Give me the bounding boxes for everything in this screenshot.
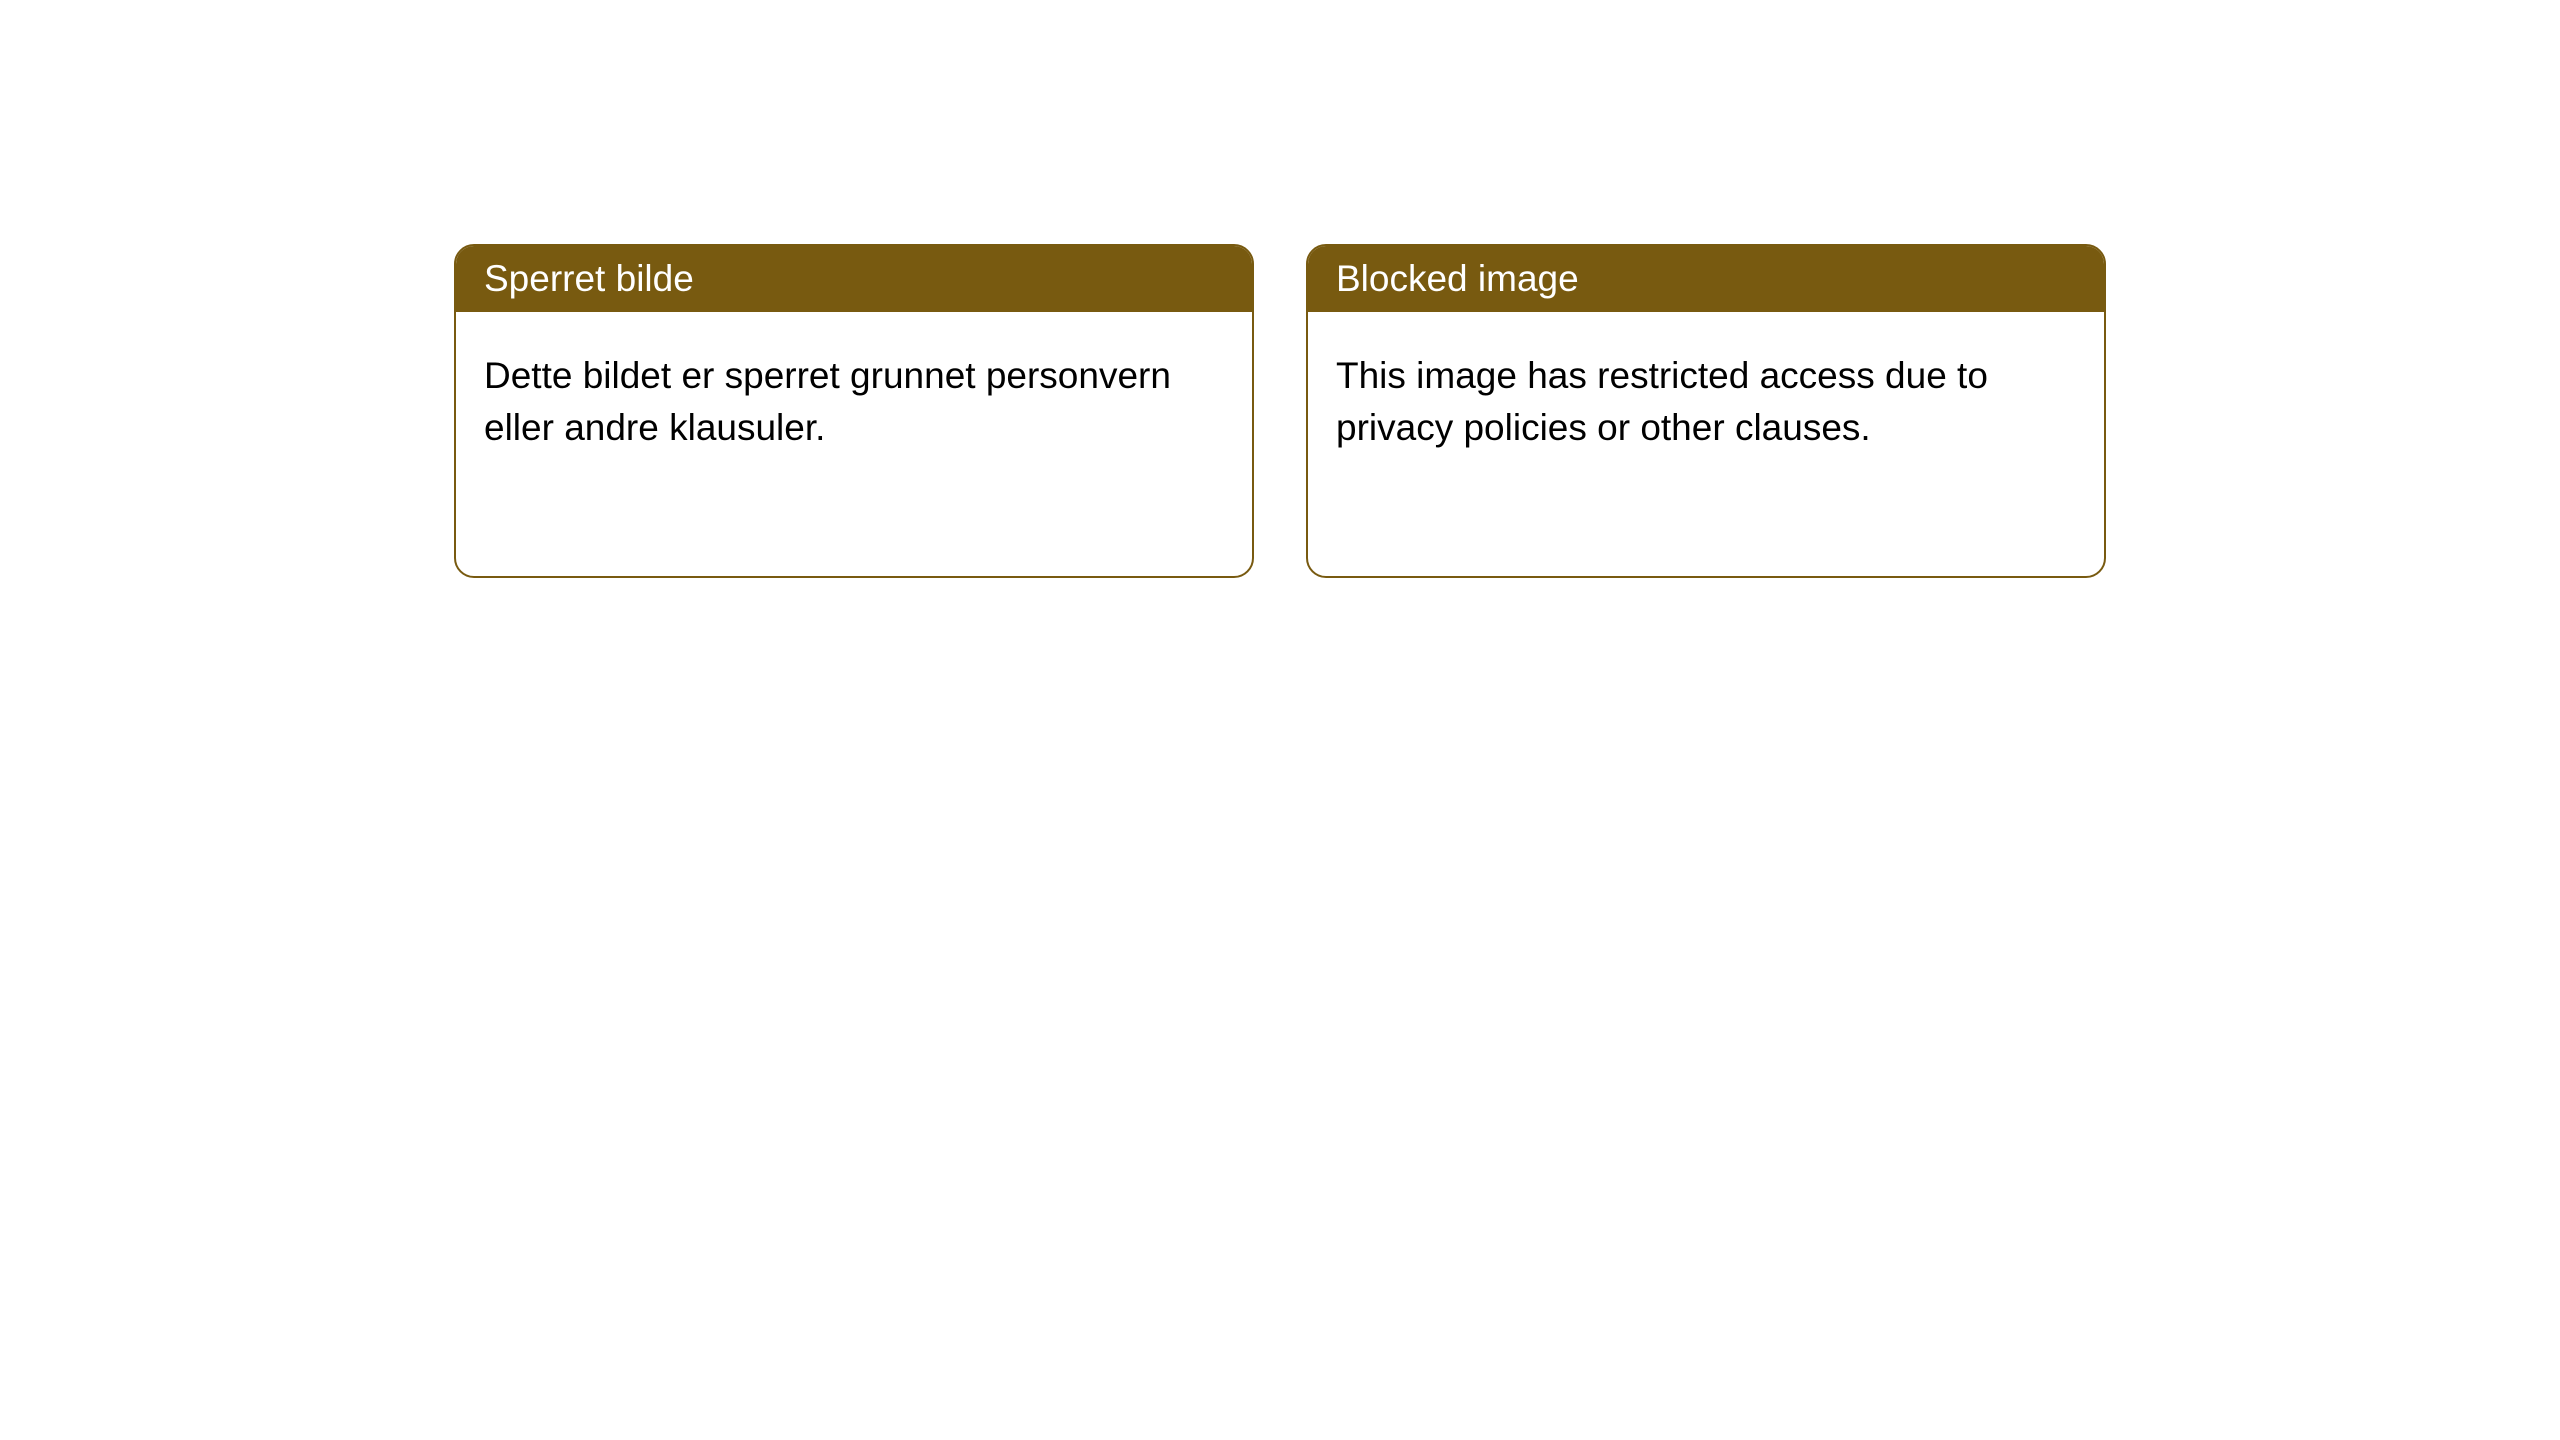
notice-card-container: Sperret bilde Dette bildet er sperret gr…: [0, 0, 2560, 578]
notice-card-body: This image has restricted access due to …: [1308, 312, 2104, 492]
notice-card-header: Sperret bilde: [456, 246, 1252, 312]
notice-card-message: Dette bildet er sperret grunnet personve…: [484, 355, 1171, 448]
notice-card-norwegian: Sperret bilde Dette bildet er sperret gr…: [454, 244, 1254, 578]
notice-card-title: Sperret bilde: [484, 258, 694, 299]
notice-card-english: Blocked image This image has restricted …: [1306, 244, 2106, 578]
notice-card-body: Dette bildet er sperret grunnet personve…: [456, 312, 1252, 492]
notice-card-title: Blocked image: [1336, 258, 1579, 299]
notice-card-message: This image has restricted access due to …: [1336, 355, 1988, 448]
notice-card-header: Blocked image: [1308, 246, 2104, 312]
